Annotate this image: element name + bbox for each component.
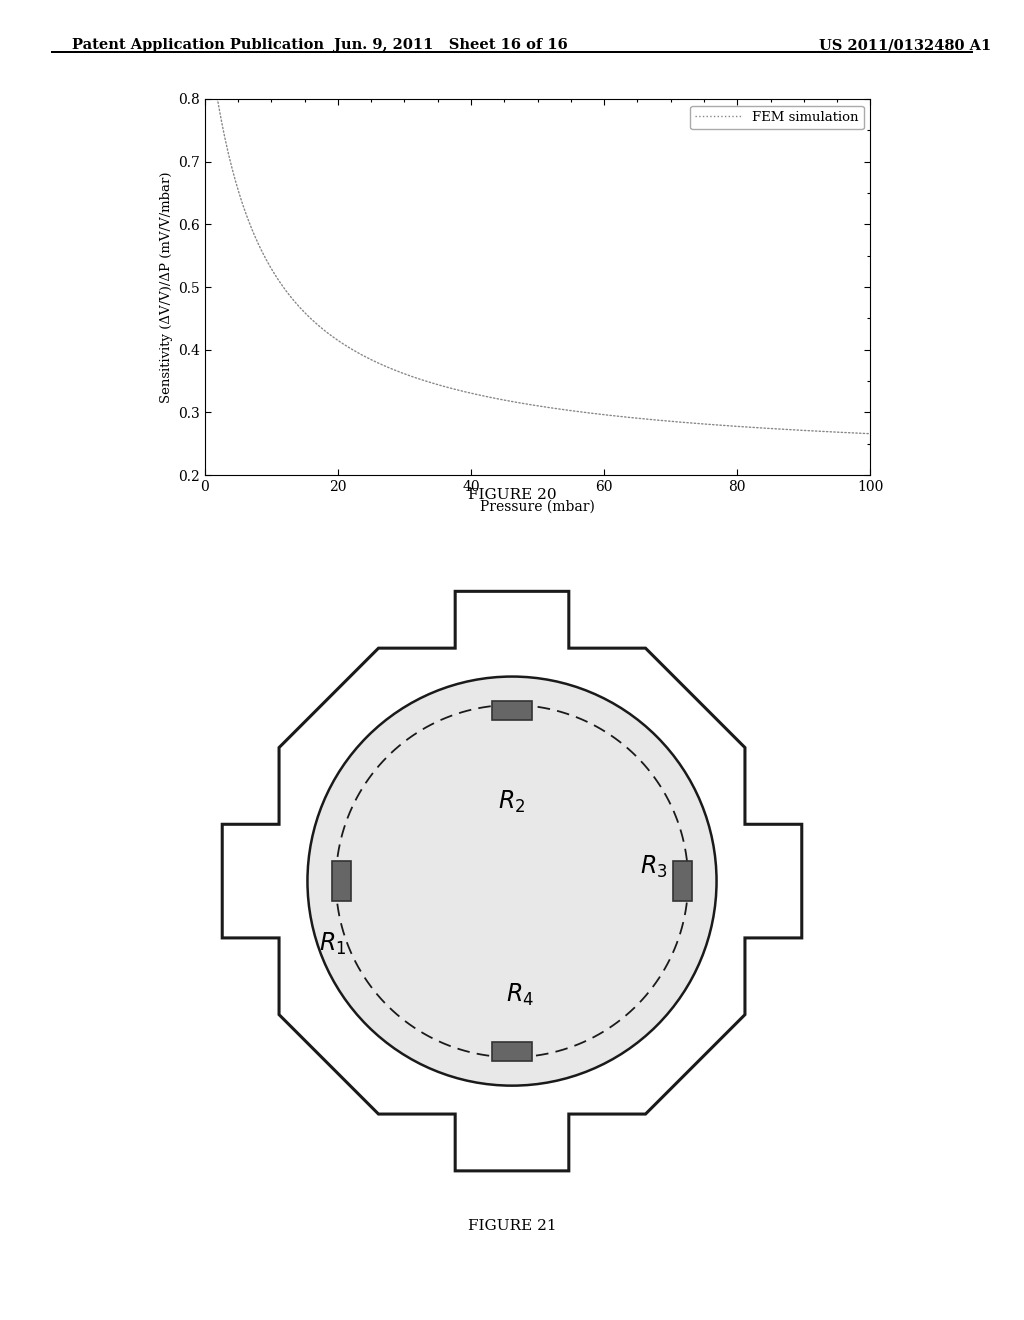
Bar xyxy=(493,1043,531,1061)
Text: FIGURE 20: FIGURE 20 xyxy=(468,488,556,502)
Text: Jun. 9, 2011   Sheet 16 of 16: Jun. 9, 2011 Sheet 16 of 16 xyxy=(334,38,567,53)
Y-axis label: Sensitivity (ΔV/V)/ΔP (mV/V/mbar): Sensitivity (ΔV/V)/ΔP (mV/V/mbar) xyxy=(160,172,172,403)
Text: US 2011/0132480 A1: US 2011/0132480 A1 xyxy=(819,38,991,53)
Bar xyxy=(493,701,531,719)
Circle shape xyxy=(307,677,717,1085)
Text: FIGURE 21: FIGURE 21 xyxy=(468,1220,556,1233)
Text: $R_3$: $R_3$ xyxy=(640,854,668,880)
X-axis label: Pressure (mbar): Pressure (mbar) xyxy=(480,499,595,513)
Text: $R_4$: $R_4$ xyxy=(506,982,535,1008)
Bar xyxy=(674,861,692,902)
Text: Patent Application Publication: Patent Application Publication xyxy=(72,38,324,53)
Legend: FEM simulation: FEM simulation xyxy=(690,106,864,129)
Polygon shape xyxy=(222,591,802,1171)
Text: $R_1$: $R_1$ xyxy=(318,931,346,957)
Text: $R_2$: $R_2$ xyxy=(498,788,525,814)
Bar xyxy=(332,861,350,902)
